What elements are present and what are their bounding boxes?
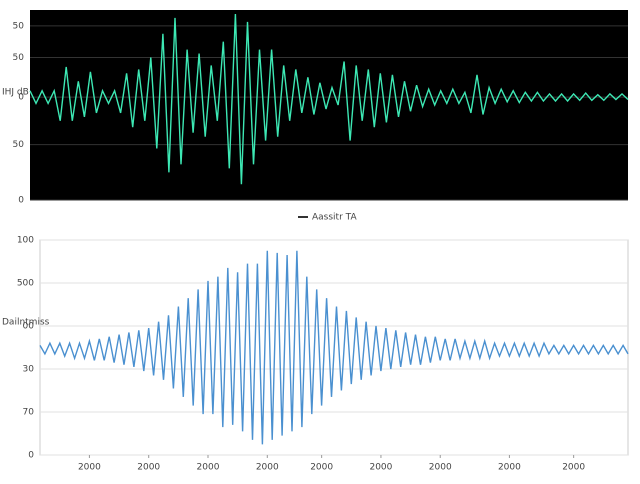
y-tick-label: 100	[17, 236, 34, 246]
y-tick-label: 00	[23, 322, 35, 332]
x-tick-label: 2000	[369, 463, 392, 473]
waveform-line	[39, 250, 629, 445]
y-tick-label: 0	[28, 451, 34, 461]
y-axis-label: Dailntmiss	[2, 318, 50, 328]
x-tick-label: 2000	[429, 463, 452, 473]
y-tick-label: 0	[18, 93, 24, 103]
x-tick-label: 2000	[78, 463, 101, 473]
x-tick-label: 2000	[256, 463, 279, 473]
plot-area	[30, 10, 628, 200]
y-tick-label: 50	[13, 140, 25, 150]
y-tick-label: 70	[23, 408, 35, 418]
y-tick-label: 500	[17, 279, 34, 289]
y-tick-label: 30	[23, 365, 35, 375]
legend-label: Aassitr TA	[312, 213, 357, 223]
y-axis-label: IHJ dB	[2, 88, 29, 98]
x-tick-label: 2000	[197, 463, 220, 473]
x-tick-label: 2000	[498, 463, 521, 473]
waveform-line	[29, 13, 629, 185]
y-tick-label: 50	[13, 21, 25, 31]
y-tick-label: 50	[13, 53, 25, 63]
x-tick-label: 2000	[562, 463, 585, 473]
y-tick-label: 0	[18, 196, 24, 206]
x-tick-label: 2000	[310, 463, 333, 473]
x-tick-label: 2000	[137, 463, 160, 473]
